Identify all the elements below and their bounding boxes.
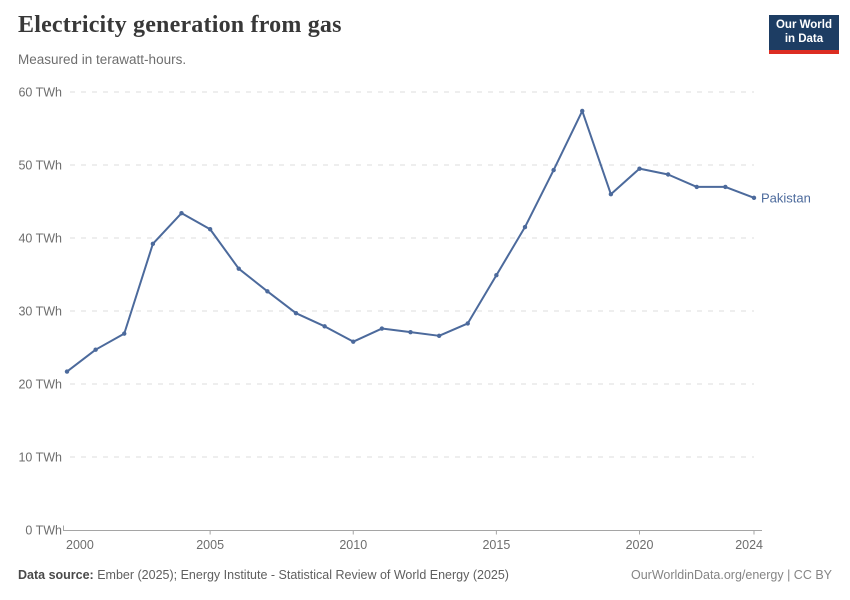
data-point[interactable] [322, 324, 327, 329]
y-axis-tick-label: 0 TWh [25, 524, 62, 538]
data-point[interactable] [494, 273, 499, 278]
y-axis-tick-label: 10 TWh [18, 451, 62, 465]
series-end-label: Pakistan [761, 190, 811, 205]
chart-subtitle: Measured in terawatt-hours. [18, 52, 187, 67]
data-point[interactable] [723, 184, 728, 190]
data-point[interactable] [64, 369, 70, 374]
data-point[interactable] [265, 289, 270, 294]
y-axis-tick-label: 60 TWh [18, 86, 62, 100]
x-axis-tick-label: 2010 [339, 538, 367, 552]
footer-data-source: Data source: Ember (2025); Energy Instit… [18, 568, 509, 582]
data-point[interactable] [179, 210, 184, 216]
y-axis-tick-label: 50 TWh [18, 159, 62, 173]
owid-logo: Our World in Data [768, 15, 839, 54]
data-source-text: Ember (2025); Energy Institute - Statist… [93, 568, 509, 582]
data-source-label: Data source: [18, 568, 94, 582]
chart-title: Electricity generation from gas [18, 12, 342, 38]
data-point[interactable] [608, 192, 614, 197]
data-point[interactable] [465, 321, 470, 326]
data-point[interactable] [637, 166, 642, 171]
x-axis-tick-label: 2015 [482, 538, 510, 552]
data-point[interactable] [751, 195, 757, 201]
owid-logo-line2: in Data [784, 32, 824, 45]
x-axis-tick-label: 2024 [735, 538, 763, 552]
data-point[interactable] [580, 108, 585, 114]
data-point[interactable] [665, 172, 671, 177]
data-point[interactable] [436, 333, 442, 339]
x-axis-tick-label: 2000 [66, 538, 94, 552]
data-point[interactable] [522, 224, 528, 230]
y-axis-tick-label: 40 TWh [18, 232, 62, 246]
data-point[interactable] [93, 347, 98, 352]
data-point[interactable] [694, 184, 699, 190]
data-point[interactable] [379, 326, 385, 331]
data-point[interactable] [408, 329, 413, 335]
data-point[interactable] [551, 167, 556, 173]
footer-license-link[interactable]: OurWorldinData.org/energy | CC BY [630, 568, 832, 582]
data-point[interactable] [293, 310, 299, 316]
data-point[interactable] [122, 331, 127, 336]
data-point[interactable] [207, 227, 213, 232]
data-point[interactable] [150, 241, 156, 247]
data-point[interactable] [236, 266, 241, 271]
y-axis-tick-label: 20 TWh [18, 378, 62, 392]
data-point[interactable] [351, 339, 356, 344]
x-axis-tick-label: 2020 [626, 538, 654, 552]
y-axis-tick-label: 30 TWh [18, 305, 62, 319]
x-axis-tick-label: 2005 [196, 538, 224, 552]
owid-logo-line1: Our World [775, 19, 832, 31]
